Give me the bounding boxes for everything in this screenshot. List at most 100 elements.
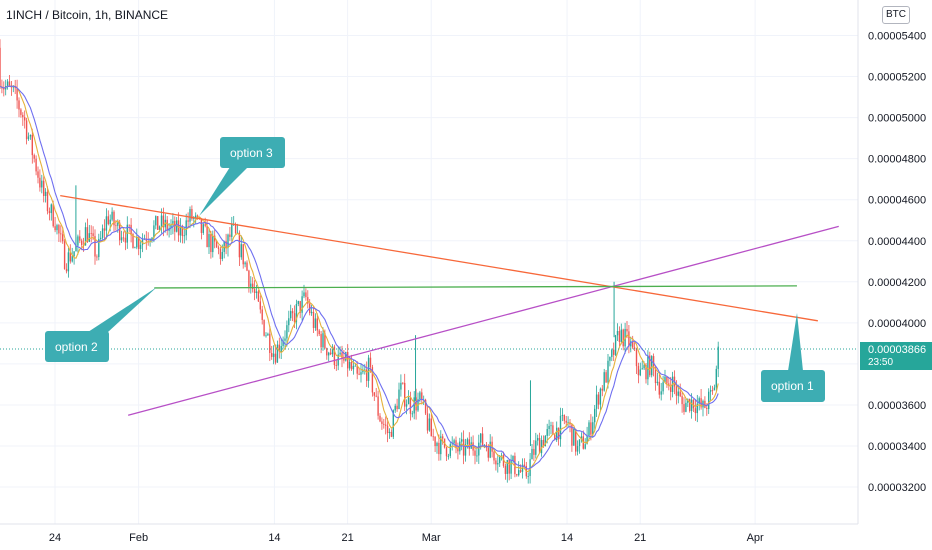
candle xyxy=(404,382,406,407)
chart-grid xyxy=(0,0,858,524)
candle xyxy=(246,262,248,271)
candle xyxy=(272,353,275,357)
candle xyxy=(162,215,165,228)
candle xyxy=(537,437,539,441)
candle xyxy=(440,436,442,455)
price-axis[interactable]: 0.00005400 0.00005200 0.00005000 0.00004800… xyxy=(868,31,926,495)
candle xyxy=(267,333,269,336)
candle xyxy=(388,431,391,434)
candle xyxy=(86,227,89,242)
candle xyxy=(297,301,299,305)
candle xyxy=(94,236,96,257)
candle xyxy=(225,241,227,249)
candle xyxy=(546,429,548,436)
candle xyxy=(383,423,385,425)
x-tick-label: Feb xyxy=(129,532,148,544)
trendlines[interactable] xyxy=(60,194,839,416)
candle xyxy=(588,422,590,436)
candle xyxy=(381,421,383,424)
moving-averages xyxy=(0,85,719,473)
x-tick-label: Mar xyxy=(422,532,441,544)
candle xyxy=(385,424,387,426)
candle xyxy=(295,304,298,322)
candle xyxy=(398,389,400,410)
candle xyxy=(607,360,609,383)
candle xyxy=(366,369,368,381)
candle xyxy=(451,443,453,445)
candle xyxy=(531,448,533,460)
candle xyxy=(248,270,250,287)
callout-option-2[interactable]: option 2 xyxy=(45,287,157,362)
candle xyxy=(643,365,645,369)
candle xyxy=(170,225,172,229)
callout-option-3[interactable]: option 3 xyxy=(199,137,285,216)
candle xyxy=(510,460,512,474)
candle xyxy=(214,235,216,242)
candle xyxy=(62,234,64,242)
candle xyxy=(158,226,161,230)
candle xyxy=(504,465,507,474)
candle xyxy=(130,224,132,235)
candle xyxy=(231,224,233,237)
candle xyxy=(139,244,142,249)
candle xyxy=(253,288,256,294)
candle xyxy=(548,425,550,430)
candle xyxy=(518,470,520,476)
candle xyxy=(578,439,581,447)
candle xyxy=(409,397,412,414)
candle xyxy=(590,422,592,435)
candle xyxy=(8,81,11,86)
candle xyxy=(386,425,389,434)
candle xyxy=(449,444,451,456)
candle xyxy=(113,211,115,226)
candle xyxy=(618,331,621,342)
candle xyxy=(20,109,22,115)
candle xyxy=(402,382,404,384)
candle xyxy=(453,440,455,444)
callout-option-1[interactable]: option 1 xyxy=(761,313,825,402)
candle xyxy=(689,398,691,411)
candle xyxy=(347,352,349,369)
candle xyxy=(120,237,123,241)
candle xyxy=(635,349,638,367)
time-axis[interactable]: 24 Feb 14 21 Mar 14 21 Apr xyxy=(49,532,764,544)
candle xyxy=(90,233,92,234)
y-tick-label: 0.00004600 xyxy=(868,195,926,207)
last-price-label: 0.00003866 23:50 xyxy=(860,342,932,370)
candle xyxy=(328,352,330,356)
candle xyxy=(677,391,679,396)
candle xyxy=(65,268,68,272)
candle xyxy=(128,224,130,226)
candle xyxy=(358,373,360,375)
candle xyxy=(195,215,197,219)
candle xyxy=(464,444,467,456)
candle xyxy=(329,352,332,355)
candle xyxy=(413,397,415,414)
candle xyxy=(35,158,37,172)
candle xyxy=(474,450,476,456)
candle xyxy=(217,247,220,249)
candle xyxy=(6,81,9,87)
candle xyxy=(362,370,364,373)
candle xyxy=(202,224,204,233)
candle xyxy=(189,209,191,222)
candle xyxy=(565,420,567,423)
candle xyxy=(252,283,254,289)
candle xyxy=(396,405,398,410)
candle xyxy=(117,222,119,226)
candle xyxy=(662,382,664,392)
candle xyxy=(654,367,657,384)
candle xyxy=(293,313,296,322)
candle xyxy=(134,247,136,249)
candle xyxy=(476,455,478,457)
candle xyxy=(660,391,662,395)
candle xyxy=(193,218,195,220)
candle xyxy=(649,355,651,376)
candle xyxy=(242,244,244,265)
candle xyxy=(523,464,526,467)
candle xyxy=(480,433,482,443)
currency-button[interactable]: BTC xyxy=(882,6,910,24)
candle xyxy=(101,228,104,238)
x-tick-label: Apr xyxy=(747,532,764,544)
